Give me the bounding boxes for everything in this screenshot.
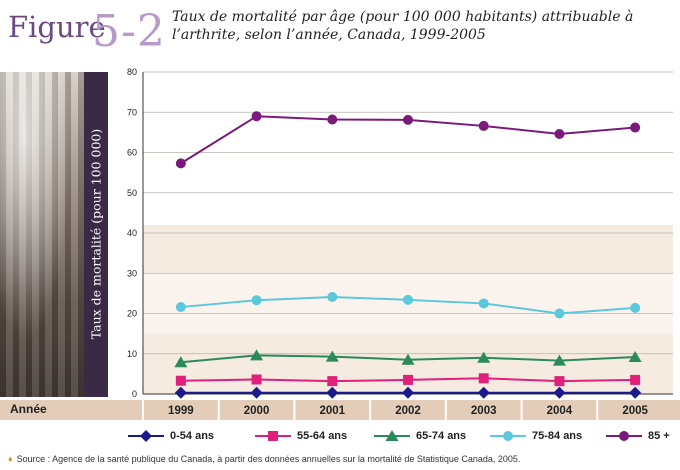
- chart-legend: 0-54 ans 55-64 ans 65-74 ans 75-84 ans 85 +: [0, 428, 680, 448]
- legend-swatch: [374, 430, 410, 441]
- data-point: [325, 350, 339, 362]
- data-point: [552, 354, 566, 366]
- data-point: [553, 386, 566, 399]
- data-point: [250, 349, 264, 361]
- data-point: [630, 374, 641, 385]
- data-point: [251, 111, 262, 122]
- bullet-icon: ♦: [8, 454, 13, 464]
- x-tick-label: 2000: [244, 405, 270, 417]
- data-point: [174, 386, 187, 399]
- legend-label: 55-64 ans: [297, 430, 348, 442]
- crowd-photo: [0, 72, 84, 397]
- y-tick-label: 30: [127, 268, 137, 278]
- legend-label: 65-74 ans: [416, 430, 467, 442]
- y-tick-label: 80: [127, 67, 137, 77]
- x-axis-label: Année: [10, 402, 47, 416]
- data-point: [478, 373, 489, 384]
- data-point: [554, 128, 565, 139]
- y-tick-label: 70: [127, 107, 137, 117]
- figure-title: Taux de mortalité par âge (pour 100 000 …: [172, 9, 634, 43]
- figure-number: 5-2: [92, 6, 166, 57]
- y-tick-label: 50: [127, 188, 137, 198]
- y-tick-label: 40: [127, 228, 137, 238]
- source-text: Source : Agence de la santé publique du …: [16, 454, 521, 464]
- data-point: [477, 351, 491, 363]
- legend-item: 65-74 ans: [374, 428, 466, 444]
- legend-label: 85 +: [648, 430, 670, 442]
- x-tick-label: 2001: [319, 405, 345, 417]
- legend-label: 75-84 ans: [532, 430, 583, 442]
- data-point: [554, 308, 565, 319]
- data-point: [630, 122, 641, 133]
- data-point: [403, 374, 413, 385]
- legend-item: 55-64 ans: [255, 428, 347, 444]
- data-point: [477, 386, 490, 399]
- legend-swatch: [490, 431, 526, 441]
- legend-swatch: [606, 431, 642, 441]
- x-tick-label: 2002: [395, 405, 421, 417]
- data-point: [629, 386, 642, 399]
- x-tick-label: 2005: [622, 405, 648, 417]
- data-point: [630, 302, 641, 313]
- figure-header: Figure 5-2 Taux de mortalité par âge (po…: [0, 0, 680, 68]
- data-point: [478, 120, 489, 131]
- data-point: [327, 376, 338, 387]
- data-point: [478, 298, 489, 309]
- data-point: [175, 302, 186, 313]
- data-point: [403, 114, 413, 125]
- data-point: [628, 350, 642, 362]
- data-point: [251, 374, 262, 385]
- legend-item: 75-84 ans: [490, 428, 582, 444]
- x-tick-label: 2003: [471, 405, 497, 417]
- data-point: [403, 294, 413, 305]
- data-point: [402, 386, 414, 399]
- data-point: [327, 114, 338, 125]
- data-point: [326, 386, 339, 399]
- legend-item: 0-54 ans: [128, 428, 214, 444]
- y-tick-label: 0: [132, 389, 137, 399]
- y-axis-label-bar: [84, 72, 108, 397]
- legend-swatch: [128, 430, 164, 442]
- y-tick-label: 60: [127, 148, 137, 158]
- legend-swatch: [255, 431, 291, 441]
- legend-label: 0-54 ans: [170, 430, 215, 442]
- data-point: [554, 376, 565, 387]
- x-tick-label: 1999: [168, 405, 194, 417]
- data-point: [401, 353, 415, 365]
- source-note: ♦ Source : Agence de la santé publique du…: [8, 454, 678, 464]
- data-point: [327, 291, 338, 302]
- legend-item: 85 +: [606, 428, 670, 444]
- y-tick-label: 10: [127, 349, 137, 359]
- x-axis-band: [0, 400, 680, 420]
- data-point: [175, 375, 186, 386]
- x-tick-label: 2004: [547, 405, 573, 417]
- data-point: [251, 295, 262, 306]
- figure-word: Figure: [8, 10, 106, 44]
- data-point: [250, 386, 263, 399]
- data-point: [175, 158, 186, 169]
- data-point: [174, 356, 188, 368]
- y-tick-label: 20: [127, 309, 137, 319]
